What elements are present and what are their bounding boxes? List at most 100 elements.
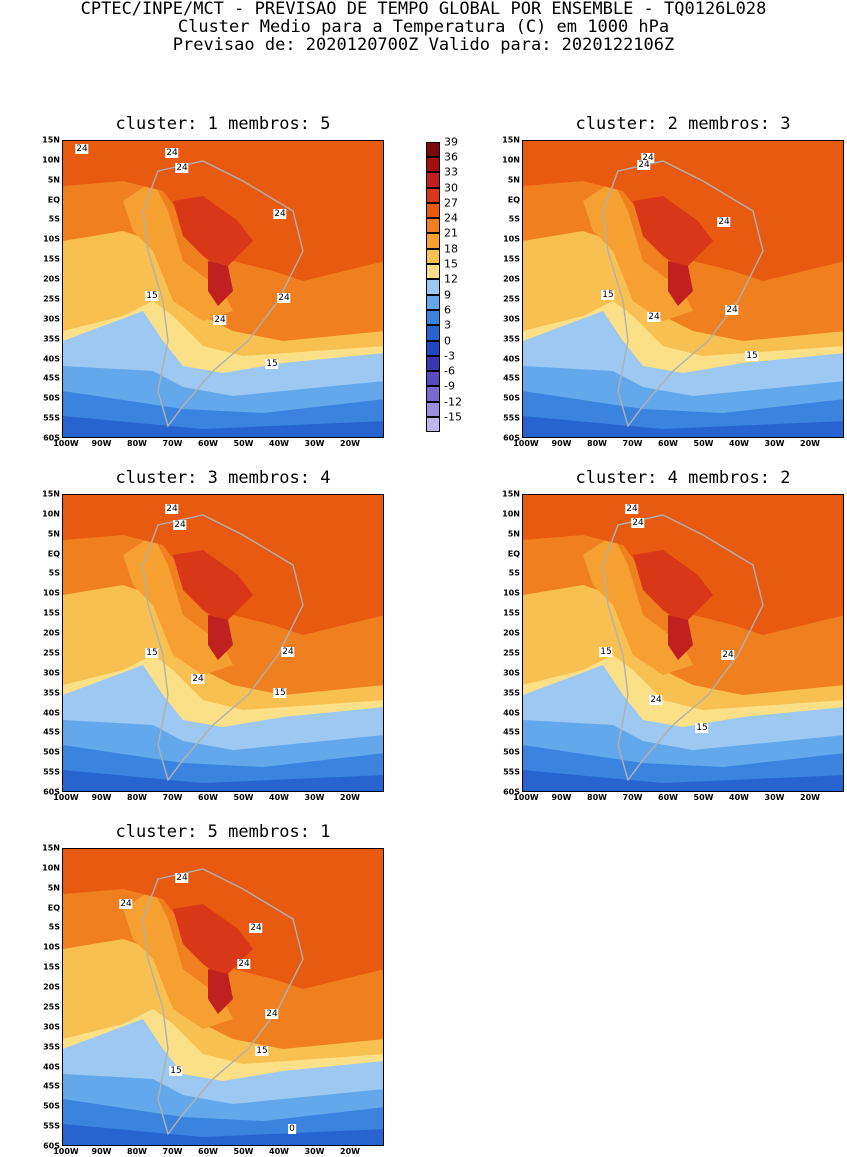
longitude-label: 30W	[304, 793, 325, 802]
colorbar-swatch	[426, 294, 440, 310]
latitude-label: 15N	[42, 489, 60, 499]
latitude-label: 20S	[43, 628, 60, 638]
colorbar-swatch	[426, 355, 440, 372]
panel-title: cluster: 4 membros: 2	[575, 468, 791, 488]
latitude-label: 50S	[43, 747, 60, 757]
colorbar-swatch	[426, 279, 440, 295]
longitude-label: 70W	[622, 793, 643, 802]
longitude-label: 50W	[693, 793, 714, 802]
latitude-label: 10N	[502, 155, 520, 165]
latitude-label: 5N	[47, 883, 60, 893]
continent-outline	[142, 160, 304, 428]
longitude-label: 40W	[269, 1147, 289, 1156]
latitude-label: 15S	[43, 254, 60, 264]
longitude-label: 20W	[340, 1147, 360, 1156]
longitude-label: 50W	[233, 793, 254, 802]
longitude-label: 20W	[800, 439, 820, 448]
longitude-label: 80W	[127, 439, 147, 448]
longitude-label: 20W	[800, 793, 820, 802]
continent-outline	[602, 514, 764, 782]
latitude-label: 15N	[502, 135, 520, 145]
temperature-zone-5	[523, 416, 843, 437]
contour-label: 24	[237, 959, 251, 969]
colorbar-swatch	[426, 417, 440, 433]
continent-outline	[142, 868, 304, 1136]
longitude-label: 30W	[764, 439, 785, 448]
latitude-label: 15S	[43, 608, 60, 618]
contour-label: 24	[175, 873, 189, 883]
latitude-label: 40S	[43, 1062, 60, 1072]
latitude-label: 45S	[503, 727, 520, 737]
colorbar-label: 39	[444, 135, 458, 149]
map-frame	[522, 140, 844, 438]
latitude-label: 15S	[43, 962, 60, 972]
map-frame	[522, 494, 844, 792]
latitude-label: 5S	[48, 214, 60, 224]
map-panel-cluster-3: cluster: 3 membros: 4 15N 10N 5N EQ 5S 10S 15S 2…	[42, 468, 384, 802]
longitude-label: 70W	[622, 439, 643, 448]
longitude-label: 90W	[551, 793, 572, 802]
temperature-colorbar: 39 36 33 30 27 24 21 18 15 12 9 6 3 0 -3 -6 -9 -12 -15	[426, 134, 462, 440]
temperature-field	[63, 849, 383, 1145]
map-frame	[62, 494, 384, 792]
colorbar-swatch	[426, 371, 440, 387]
longitude-label: 40W	[729, 439, 749, 448]
latitude-label: 60S	[503, 433, 520, 443]
colorbar-label: 36	[444, 150, 458, 164]
latitude-label: 5N	[47, 529, 60, 539]
contour-label: 24	[717, 217, 731, 227]
latitude-label: 30S	[43, 668, 60, 678]
colorbar-swatch	[426, 141, 440, 157]
longitude-label: 100W	[53, 439, 79, 448]
latitude-label: 35S	[503, 334, 520, 344]
latitude-label: 30S	[43, 1022, 60, 1032]
contour-label: 24	[721, 650, 735, 660]
colorbar-swatch	[426, 172, 440, 188]
longitude-label: 80W	[587, 793, 607, 802]
longitude-label: 100W	[513, 793, 539, 802]
latitude-label: 15N	[502, 489, 520, 499]
map-frame	[62, 140, 384, 438]
figure-header: CPTEC/INPE/MCT - PREVISAO DE TEMPO GLOBA…	[0, 0, 847, 54]
contour-label: 15	[745, 351, 759, 361]
contour-label: 24	[175, 163, 189, 173]
temperature-zone-9	[208, 615, 233, 660]
longitude-label: 100W	[513, 439, 539, 448]
latitude-label: 5S	[48, 922, 60, 932]
contour-label: 24	[165, 504, 179, 514]
temperature-zone-8	[633, 550, 713, 625]
latitude-label: 45S	[43, 1081, 60, 1091]
colorbar-swatch	[426, 202, 440, 219]
latitude-label: 40S	[43, 708, 60, 718]
longitude-label: 80W	[127, 793, 147, 802]
temperature-field	[523, 141, 843, 437]
latitude-label: 25S	[43, 294, 60, 304]
latitude-label: 5S	[508, 568, 520, 578]
longitude-label: 20W	[340, 439, 360, 448]
contour-label: 24	[281, 647, 295, 657]
temperature-zone-8	[173, 550, 253, 625]
colorbar-label: 3	[444, 318, 451, 332]
map-panel-cluster-1: cluster: 1 membros: 5 15N 10N 5N EQ 5S 10S 15S 2…	[42, 114, 384, 448]
colorbar-label: 12	[444, 272, 458, 286]
latitude-label: 55S	[43, 767, 60, 777]
longitude-label: 60W	[198, 439, 218, 448]
temperature-zone-9	[668, 615, 693, 660]
longitude-label: 40W	[269, 793, 289, 802]
colorbar-label: 0	[444, 334, 451, 348]
longitude-label: 50W	[693, 439, 714, 448]
colorbar-label: 15	[444, 257, 458, 271]
latitude-label: 10S	[503, 588, 520, 598]
colorbar-swatch	[426, 248, 440, 265]
colorbar-label: 21	[444, 226, 458, 240]
header-line-1: CPTEC/INPE/MCT - PREVISAO DE TEMPO GLOBA…	[80, 0, 767, 19]
temperature-zone-5	[63, 416, 383, 437]
latitude-label: EQ	[507, 549, 520, 559]
latitude-label: 10N	[42, 155, 60, 165]
contour-label: 15	[255, 1046, 269, 1056]
temperature-field	[63, 141, 383, 437]
latitude-label: 20S	[43, 274, 60, 284]
colorbar-label: -9	[444, 379, 455, 393]
colorbar-label: 30	[444, 181, 458, 195]
longitude-label: 70W	[162, 793, 183, 802]
